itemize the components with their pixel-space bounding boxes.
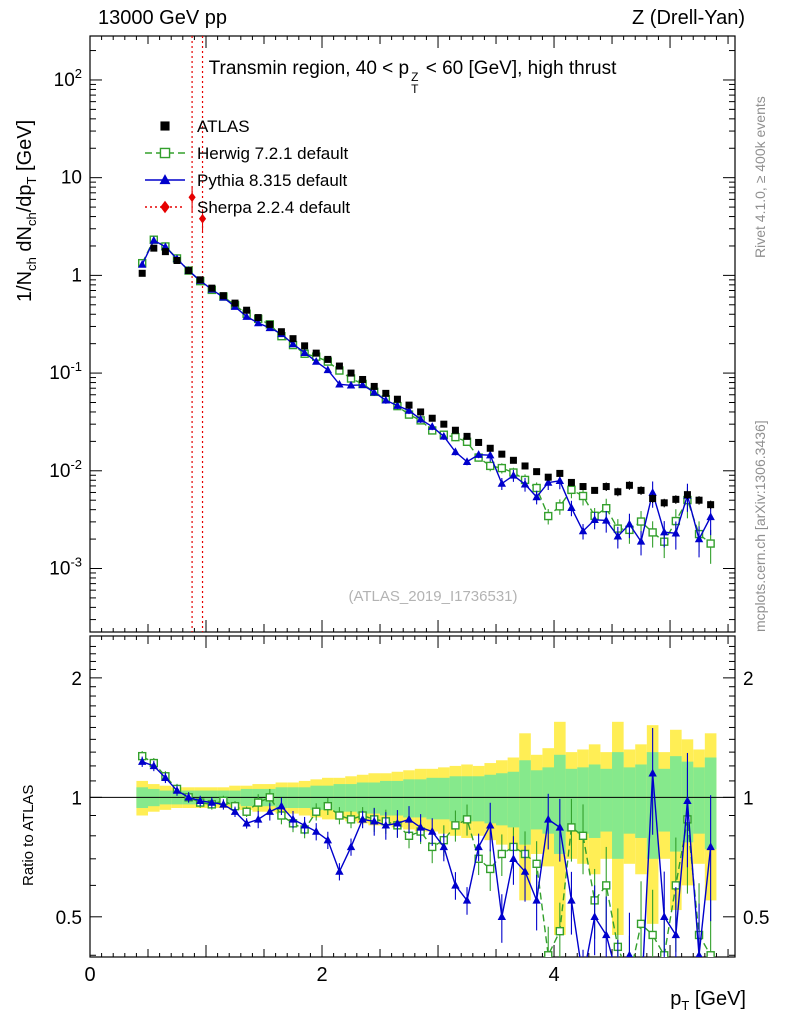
xlabel-part: p (670, 988, 682, 1010)
svg-text:102: 102 (54, 66, 82, 91)
svg-text:10-3: 10-3 (49, 554, 82, 579)
svg-text:2: 2 (316, 964, 327, 986)
ratio-uncertainty-bands (136, 721, 717, 935)
svg-text:1: 1 (71, 265, 82, 286)
ylabel-part: [GeV] (14, 119, 36, 177)
xlabel-sub: T (681, 998, 690, 1013)
svg-text:1: 1 (743, 788, 754, 809)
main-panel-series (138, 36, 715, 632)
svg-text:2: 2 (743, 669, 754, 690)
svg-text:0.5: 0.5 (743, 908, 769, 929)
ratio-panel-series (138, 728, 715, 957)
ylabel-sub: ch (24, 212, 39, 227)
ylabel-part: 1/N (14, 270, 36, 302)
legend: ATLAS Herwig 7.2.1 default Pythia 8.315 de… (145, 117, 350, 217)
axis-ticks (89, 36, 735, 957)
ylabel-sub: T (24, 176, 39, 185)
plot-title-pre: Transmin region, 40 < p (208, 58, 410, 79)
ratio-y-axis-label: Ratio to ATLAS (20, 784, 37, 886)
svg-text:10: 10 (61, 168, 82, 189)
svg-text:Pythia 8.315 default: Pythia 8.315 default (197, 171, 348, 190)
svg-text:0.5: 0.5 (56, 908, 82, 929)
svg-text:10-1: 10-1 (49, 359, 82, 384)
beam-energy-label: 13000 GeV pp (98, 7, 227, 29)
xlabel-part: [GeV] (689, 988, 746, 1010)
main-y-axis-label: 1/Nch dNch/dpT [GeV] (14, 120, 39, 302)
process-label: Z (Drell-Yan) (632, 7, 745, 29)
svg-text:0: 0 (84, 964, 95, 986)
svg-text:10-2: 10-2 (49, 457, 82, 482)
ylabel-part: /dp (14, 184, 36, 213)
plot-title-post: < 60 [GeV], high thrust (420, 58, 617, 79)
analysis-id-watermark: (ATLAS_2019_I1736531) (348, 588, 518, 605)
rivet-version-note: Rivet 4.1.0, ≥ 400k events (752, 96, 768, 258)
panel-frame (89, 635, 736, 958)
plot-title-sup: Z (411, 70, 419, 84)
svg-text:4: 4 (548, 964, 559, 986)
svg-text:2: 2 (71, 669, 82, 690)
plot-title-sub: T (411, 82, 419, 96)
svg-text:Sherpa 2.2.4 default: Sherpa 2.2.4 default (197, 198, 350, 217)
svg-text:1: 1 (71, 788, 82, 809)
svg-text:Herwig 7.2.1 default: Herwig 7.2.1 default (197, 144, 348, 163)
mcplots-reference-note: mcplots.cern.ch [arXiv:1306.3436] (752, 420, 768, 632)
svg-text:ATLAS: ATLAS (197, 117, 250, 136)
panel-frame (89, 35, 736, 633)
x-axis-label: pT [GeV] (670, 988, 746, 1013)
ylabel-part: dN (14, 226, 36, 258)
ylabel-sub: ch (24, 257, 39, 271)
